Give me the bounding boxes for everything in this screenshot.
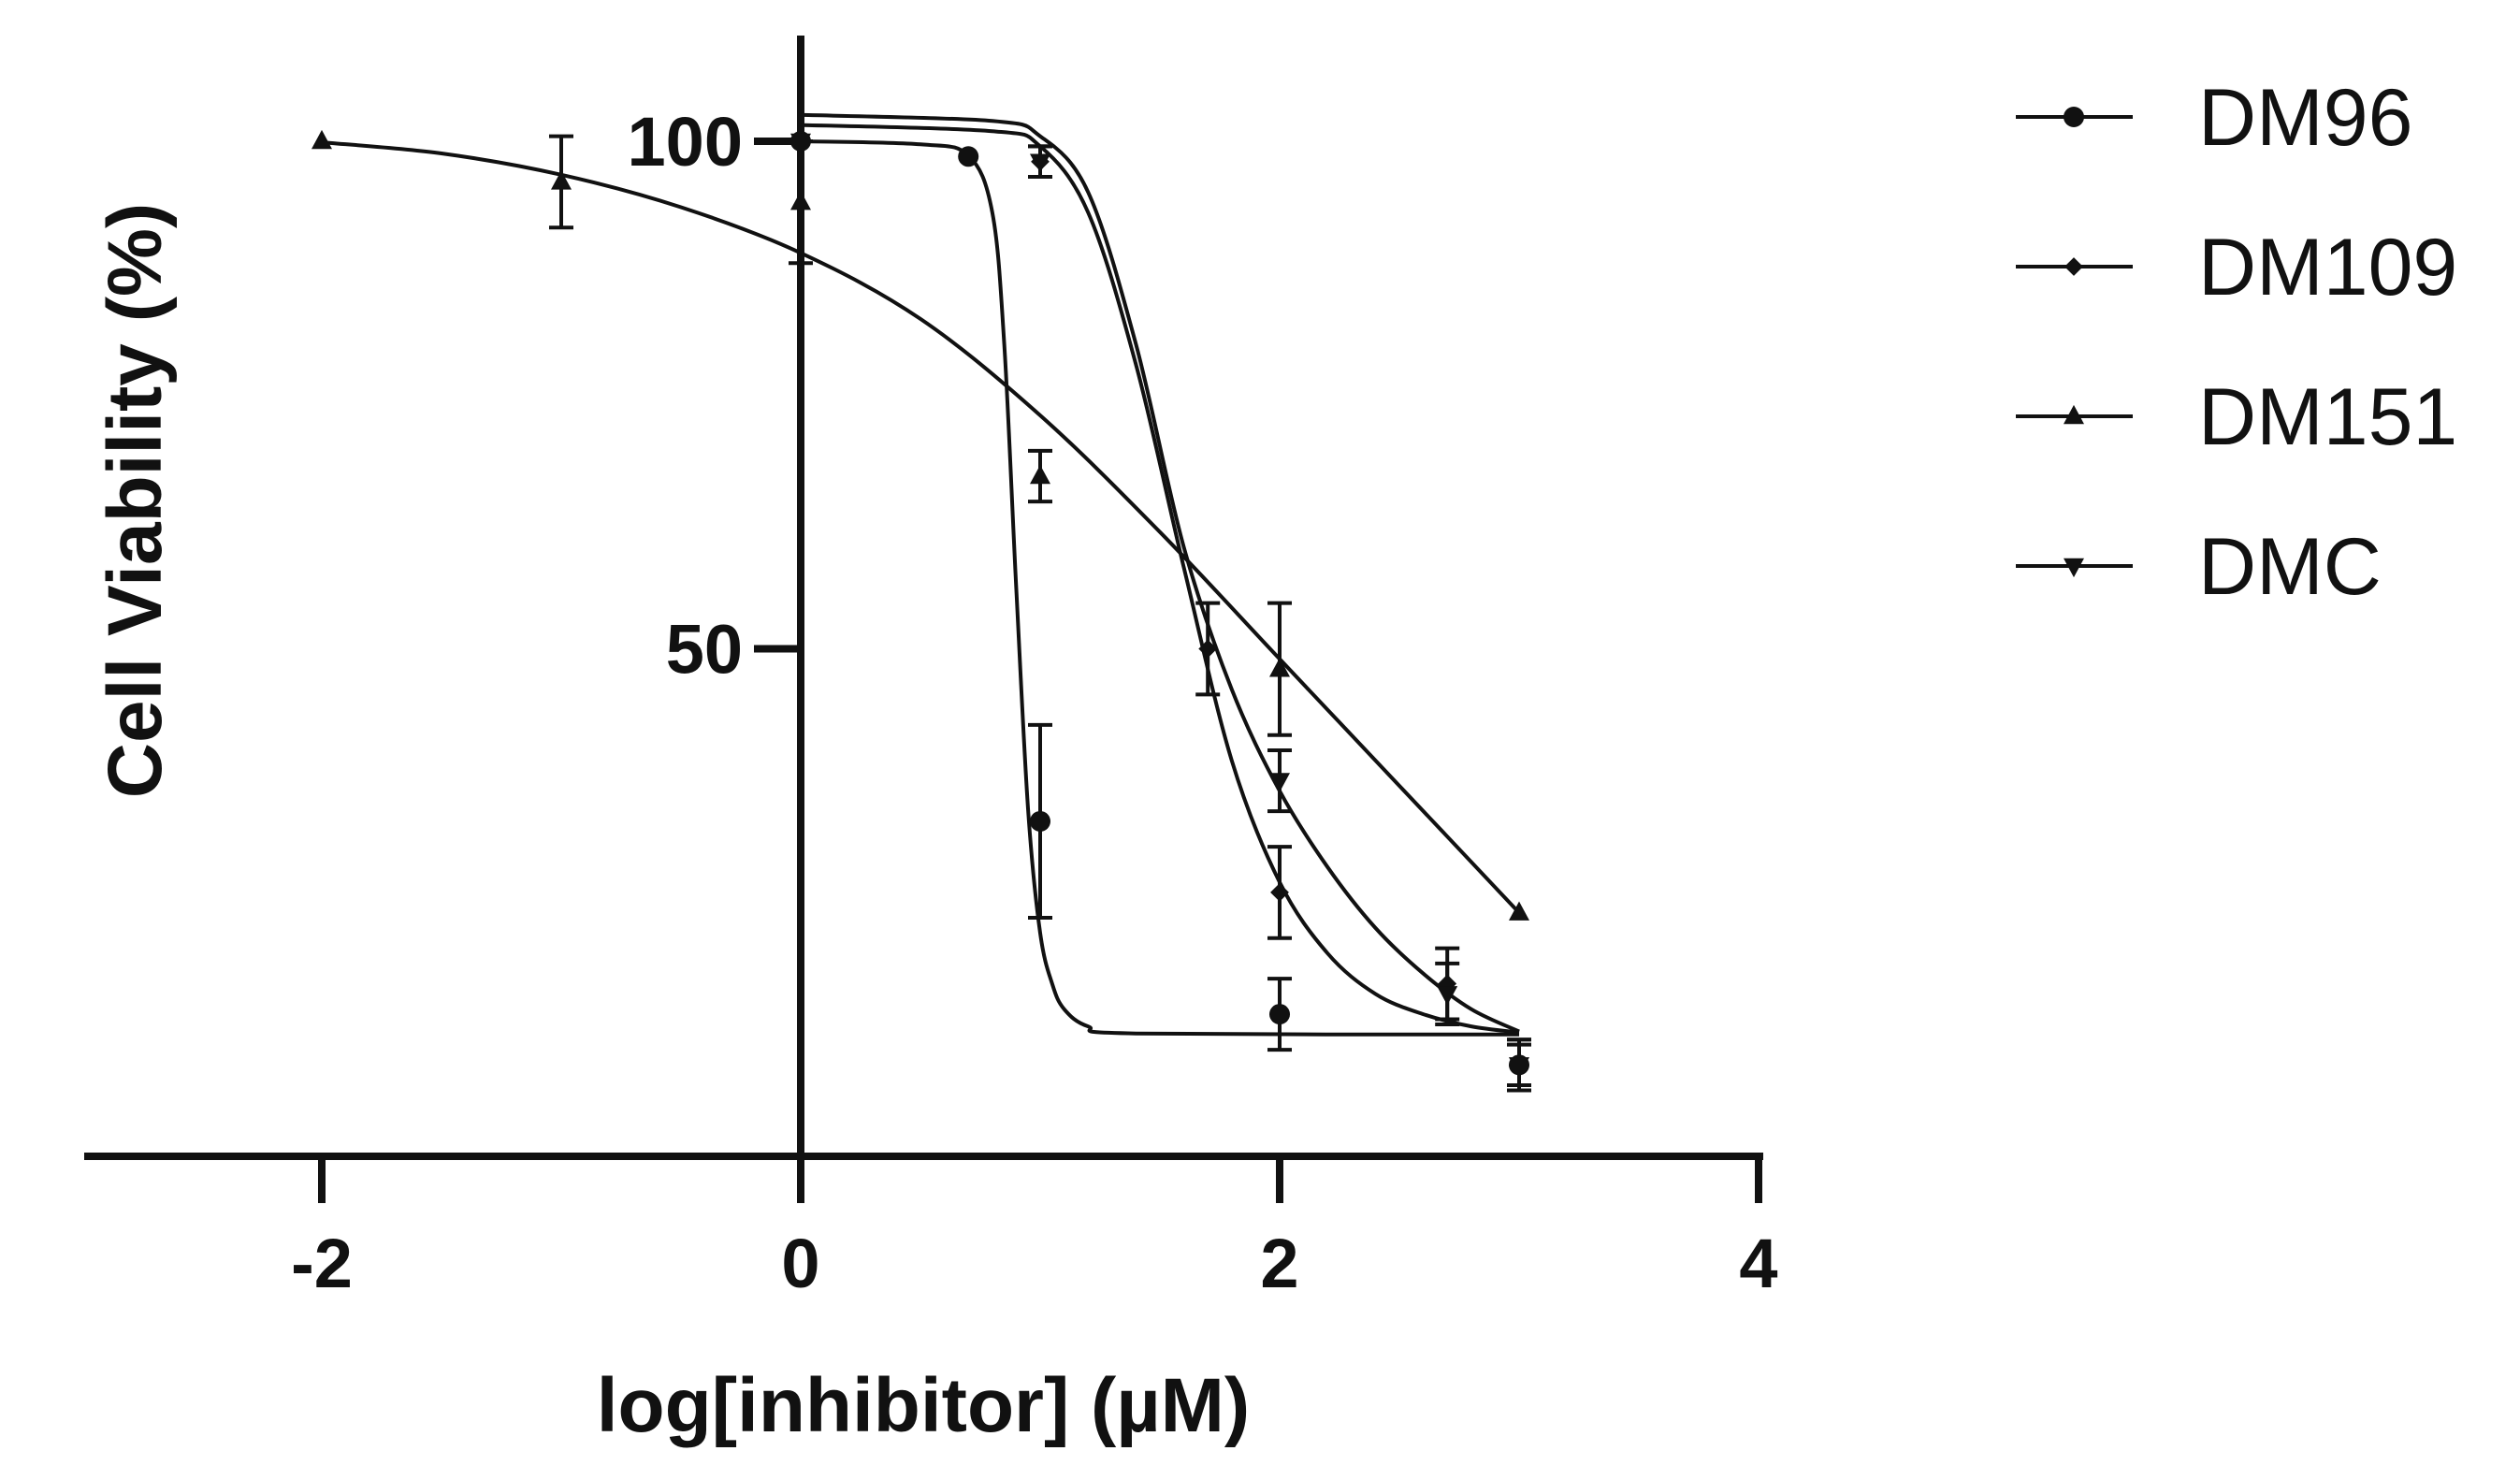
y-axis-ticks: 50 100 — [628, 103, 801, 689]
point-dm96 — [1030, 810, 1050, 832]
point-dm151 — [551, 170, 572, 190]
y-tick-label: 100 — [628, 103, 743, 181]
legend-label: DM109 — [2198, 223, 2457, 312]
legend-marker — [2064, 404, 2084, 425]
data-points — [311, 129, 1529, 1077]
point-dm151 — [1030, 464, 1050, 485]
legend-marker — [2064, 107, 2084, 127]
point-dm151 — [1269, 658, 1290, 677]
legend-item-dm96: DM96 — [2016, 73, 2412, 163]
point-dm96 — [958, 146, 979, 167]
point-dmc — [1269, 773, 1290, 792]
fit-curve-dm151 — [321, 140, 1521, 914]
x-tick-label: -2 — [291, 1225, 353, 1302]
legend-label: DMC — [2198, 522, 2382, 612]
y-axis-title: Cell Viability (%) — [93, 203, 178, 798]
plot-area: -2 0 2 4 50 100 — [84, 36, 1778, 1302]
legend-item-dm109: DM109 — [2016, 223, 2457, 312]
point-dmc — [790, 133, 811, 153]
point-dmc — [1437, 986, 1458, 1006]
legend-marker — [2064, 257, 2083, 276]
point-dm109 — [1270, 883, 1289, 902]
point-dm109 — [1198, 639, 1218, 659]
legend: DM96 DM109 DM151 DMC — [2016, 73, 2457, 612]
point-dm151 — [311, 129, 332, 150]
point-dmc — [1509, 1057, 1529, 1077]
legend-marker — [2064, 558, 2084, 578]
legend-label: DM96 — [2198, 73, 2412, 163]
fit-curve-dm109 — [800, 123, 1520, 1035]
legend-item-dm151: DM151 — [2016, 372, 2457, 462]
x-tick-label: 0 — [781, 1225, 819, 1302]
point-dm151 — [1509, 901, 1529, 921]
x-tick-label: 4 — [1739, 1225, 1777, 1302]
fit-curve-dm96 — [800, 139, 1520, 1037]
legend-item-dmc: DMC — [2016, 522, 2382, 612]
fit-curves — [321, 112, 1521, 1037]
point-dm151 — [790, 191, 811, 210]
x-tick-label: 2 — [1260, 1225, 1298, 1302]
y-tick-label: 50 — [666, 611, 743, 689]
fit-curve-dmc — [800, 112, 1520, 1034]
x-axis-ticks: -2 0 2 4 — [291, 1156, 1778, 1302]
point-dm96 — [1269, 1004, 1290, 1025]
point-dmc — [1030, 153, 1050, 173]
legend-label: DM151 — [2198, 372, 2457, 462]
x-axis-title: log[inhibitor] (µM) — [597, 1363, 1250, 1448]
